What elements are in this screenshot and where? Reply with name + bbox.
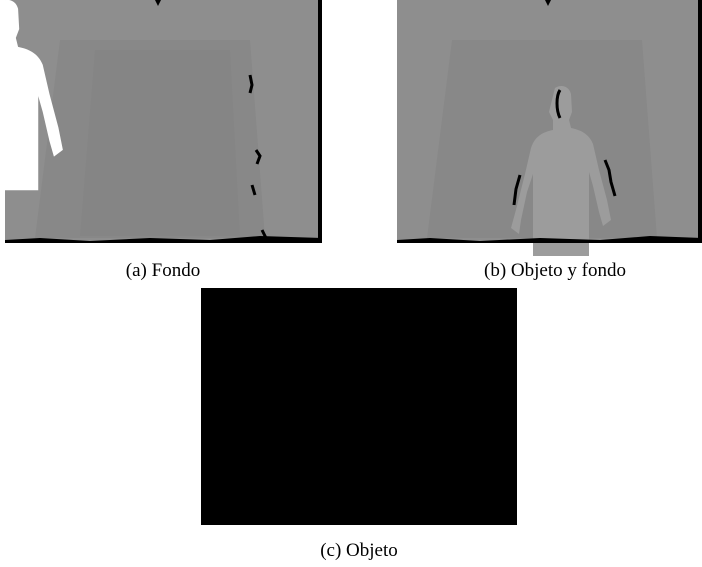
page: (a) Fondo (b) Objeto y fondo (c) Objeto … xyxy=(0,0,702,567)
subfigure-caption: (a) Fondo xyxy=(126,260,200,281)
subfigure-caption: (c) Objeto xyxy=(320,540,398,561)
figure: (a) Fondo (b) Objeto y fondo (c) Objeto xyxy=(0,0,702,567)
subfigure-caption: (b) Objeto y fondo xyxy=(484,260,626,281)
depth-image-object-background xyxy=(397,0,702,256)
